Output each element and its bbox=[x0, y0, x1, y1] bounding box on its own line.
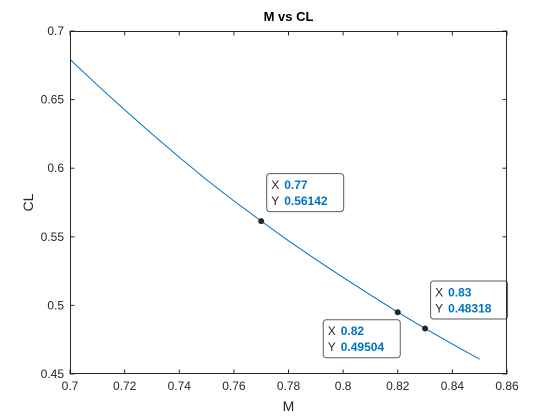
y-axis-label: CL bbox=[20, 193, 36, 211]
y-tick-label: 0.6 bbox=[47, 161, 64, 175]
datatip[interactable]: X 0.82 Y 0.49504 bbox=[322, 309, 401, 359]
x-tick-label: 0.86 bbox=[495, 379, 519, 393]
x-tick-label: 0.72 bbox=[113, 379, 137, 393]
datatip-y-label: Y bbox=[271, 194, 279, 208]
chart-title: M vs CL bbox=[264, 9, 314, 24]
datatip-box bbox=[266, 173, 345, 213]
datatip-x-value: 0.77 bbox=[284, 178, 308, 192]
datatip[interactable]: X 0.77 Y 0.56142 bbox=[258, 173, 345, 225]
datatip[interactable]: X 0.83 Y 0.48318 bbox=[422, 280, 509, 332]
datatip-y-label: Y bbox=[435, 301, 443, 315]
series-layer bbox=[69, 59, 480, 360]
x-tick-label: 0.74 bbox=[168, 379, 192, 393]
datatip-marker[interactable] bbox=[258, 218, 265, 225]
datatip-y-value: 0.49504 bbox=[341, 340, 385, 354]
y-tick-label: 0.65 bbox=[41, 93, 65, 107]
x-axis-label: M bbox=[283, 398, 295, 414]
x-tick-label: 0.84 bbox=[441, 379, 465, 393]
datatip-x-label: X bbox=[271, 178, 279, 192]
x-tick-label: 0.7 bbox=[62, 379, 79, 393]
y-tick-label: 0.55 bbox=[41, 230, 65, 244]
x-tick-label: 0.76 bbox=[222, 379, 246, 393]
datatip-x-label: X bbox=[435, 285, 443, 299]
datatip-y-label: Y bbox=[328, 340, 336, 354]
y-tick-label: 0.5 bbox=[47, 298, 64, 312]
axes-box bbox=[70, 31, 507, 374]
datatip-box bbox=[322, 319, 401, 359]
y-tick-label: 0.7 bbox=[47, 24, 64, 38]
datatip-box bbox=[430, 280, 509, 320]
datatip-y-value: 0.48318 bbox=[448, 301, 492, 315]
datatip-marker[interactable] bbox=[422, 325, 429, 332]
datatip-y-value: 0.56142 bbox=[284, 194, 328, 208]
series-line bbox=[69, 59, 480, 360]
ticks-layer: 0.7 0.72 0.74 0.76 0.78 0.8 0.82 0.84 0.860.450.… bbox=[41, 24, 519, 393]
x-tick-label: 0.82 bbox=[386, 379, 410, 393]
x-tick-label: 0.78 bbox=[277, 379, 301, 393]
datatip-x-value: 0.83 bbox=[448, 285, 472, 299]
y-tick-label: 0.45 bbox=[41, 367, 65, 381]
datatips-layer: X 0.77 Y 0.56142 X 0.82 Y 0.49504 X 0.83 Y 0.48318 bbox=[258, 173, 509, 359]
datatip-marker[interactable] bbox=[394, 309, 401, 316]
x-tick-label: 0.8 bbox=[335, 379, 352, 393]
datatip-x-label: X bbox=[328, 324, 336, 338]
datatip-x-value: 0.82 bbox=[341, 324, 365, 338]
